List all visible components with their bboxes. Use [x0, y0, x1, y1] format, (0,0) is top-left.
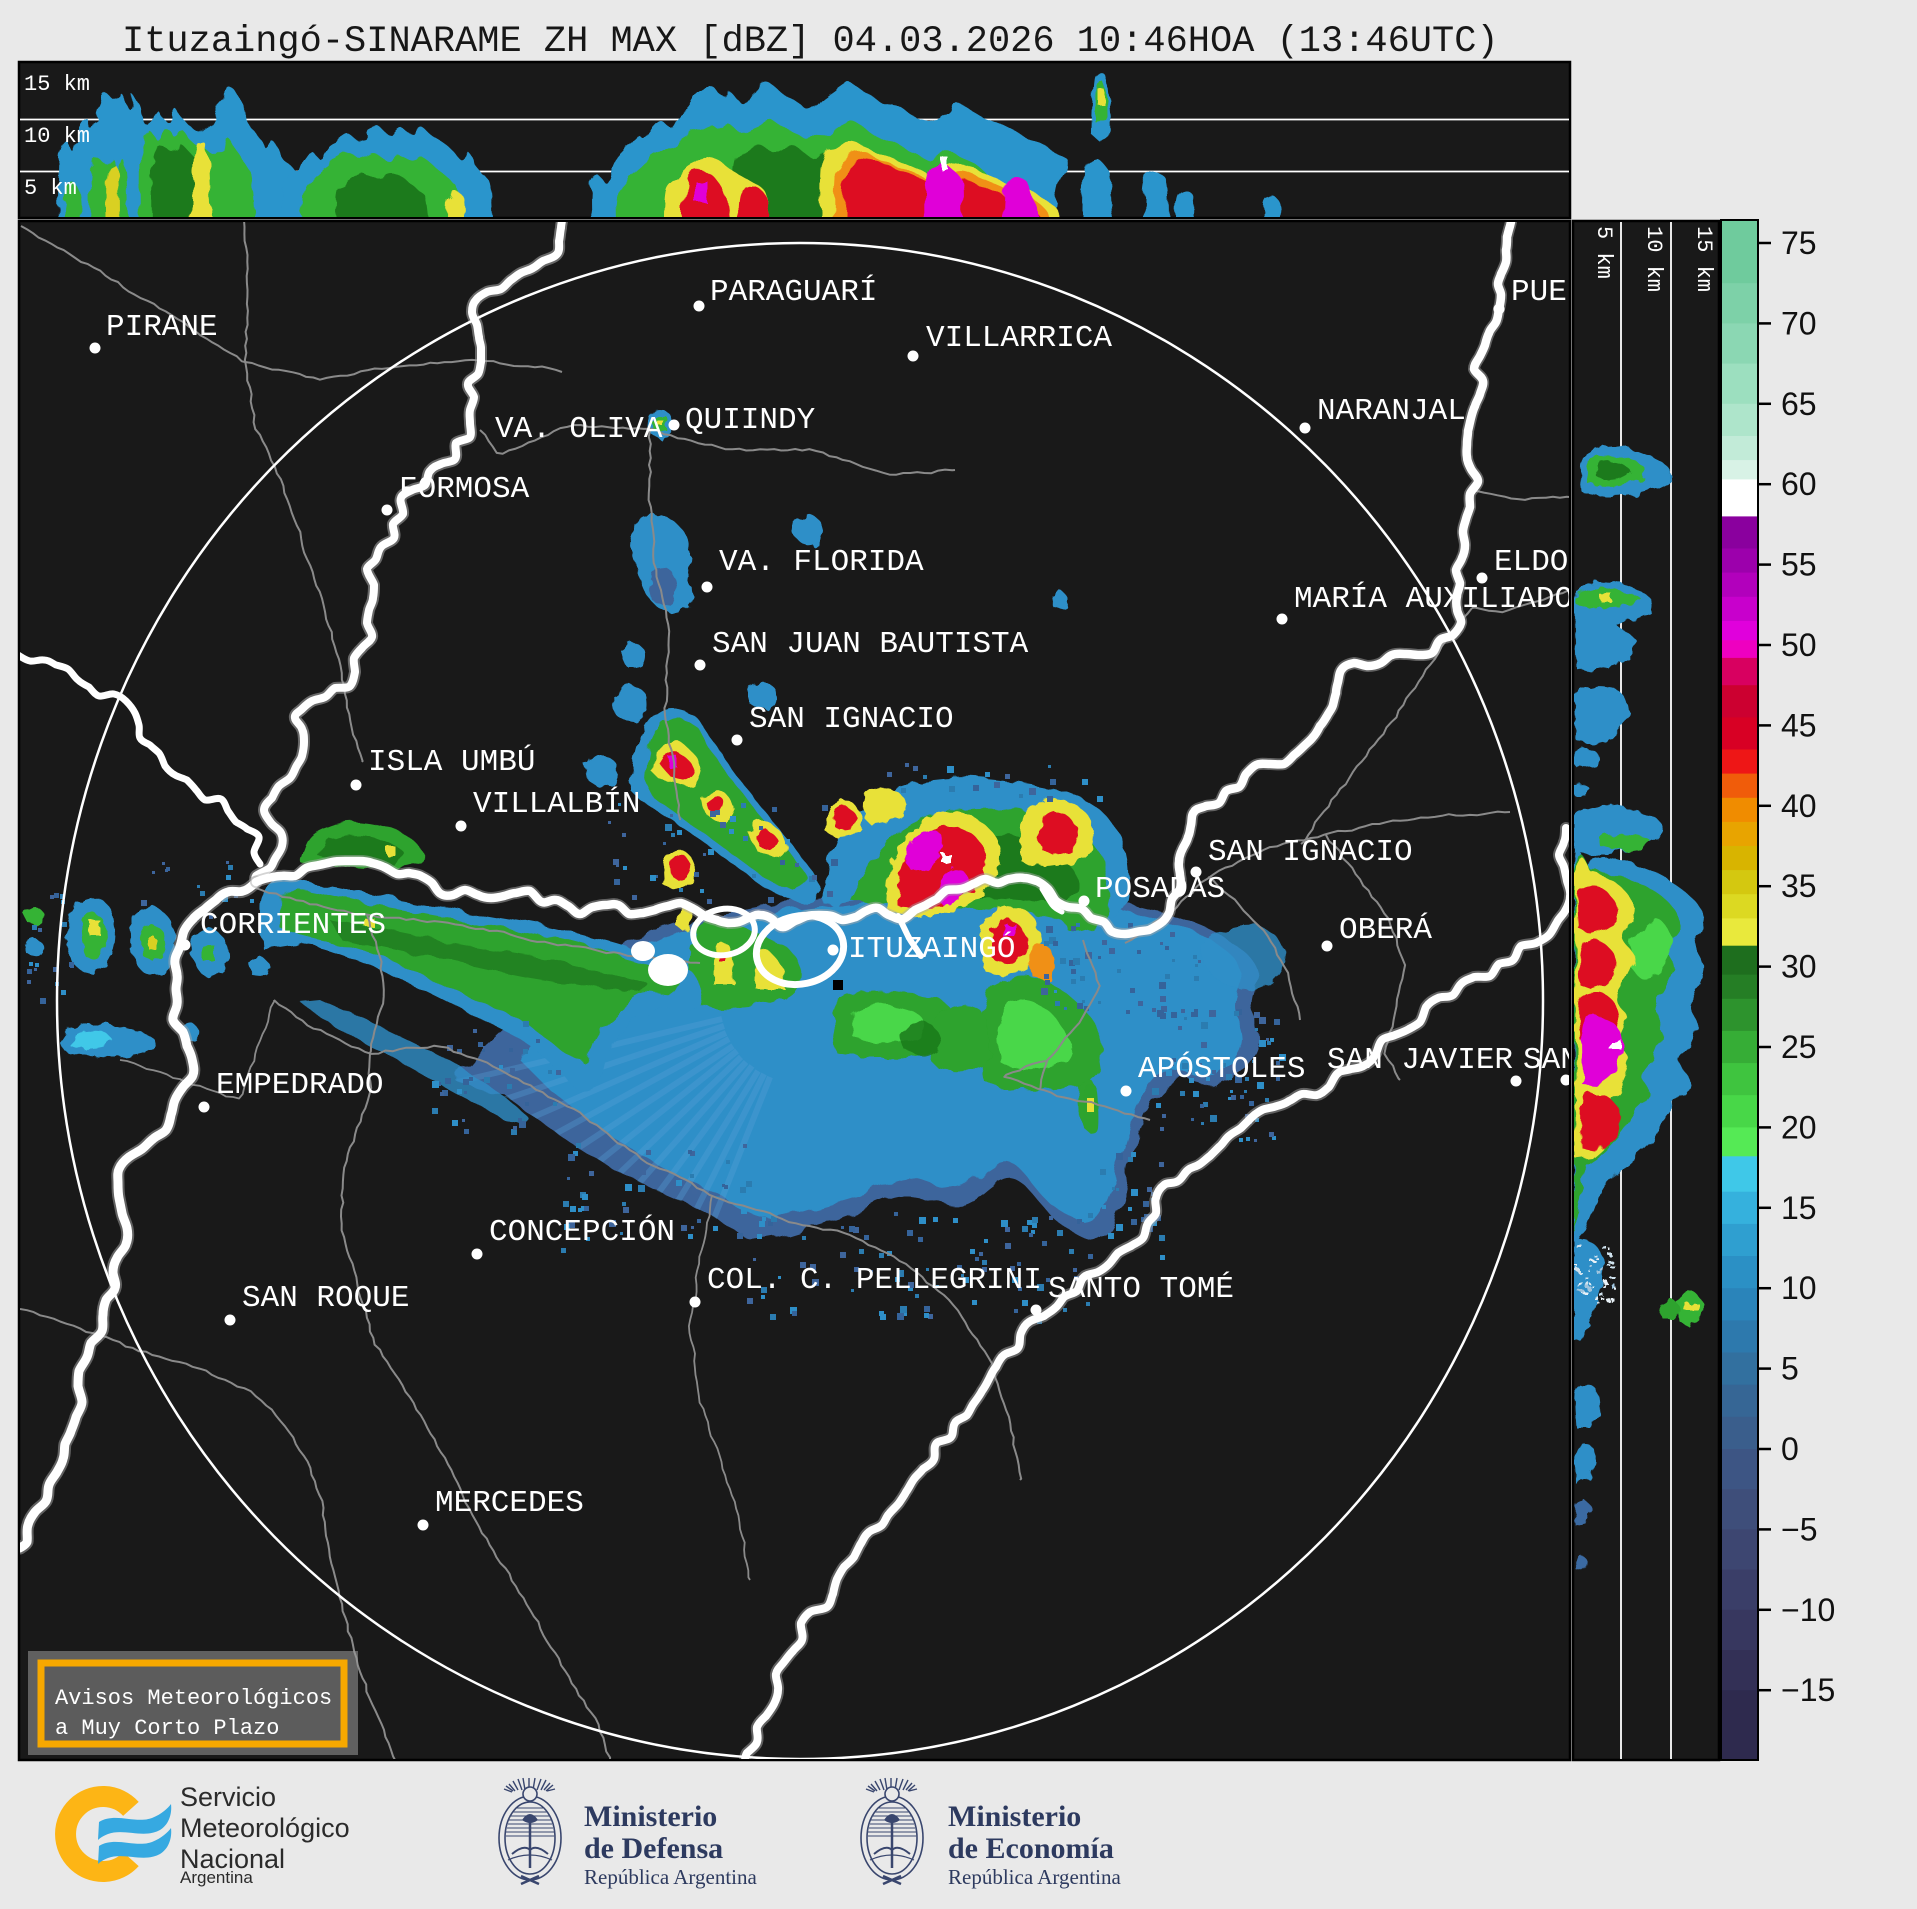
svg-text:30: 30 — [1781, 949, 1817, 985]
svg-text:10: 10 — [1781, 1270, 1817, 1306]
svg-text:15 km: 15 km — [1691, 226, 1716, 292]
svg-text:55: 55 — [1781, 547, 1817, 583]
svg-text:0: 0 — [1781, 1431, 1799, 1467]
svg-text:65: 65 — [1781, 386, 1817, 422]
svg-text:ISLA UMBÚ: ISLA UMBÚ — [368, 743, 535, 780]
svg-text:5 km: 5 km — [24, 176, 77, 201]
svg-text:Nacional: Nacional — [180, 1844, 285, 1874]
svg-text:25: 25 — [1781, 1029, 1817, 1065]
svg-text:CONCEPCIÓN: CONCEPCIÓN — [489, 1213, 675, 1250]
svg-text:Argentina: Argentina — [180, 1868, 253, 1887]
svg-text:VA. OLIVA: VA. OLIVA — [495, 412, 663, 447]
svg-text:CORRIENTES: CORRIENTES — [200, 908, 386, 943]
svg-text:60: 60 — [1781, 466, 1817, 502]
svg-text:APÓSTOLES: APÓSTOLES — [1138, 1050, 1305, 1087]
svg-text:15 km: 15 km — [24, 72, 90, 97]
svg-text:ITUZAINGÓ: ITUZAINGÓ — [848, 930, 1015, 967]
svg-text:de Defensa: de Defensa — [584, 1832, 723, 1865]
svg-text:OBERÁ: OBERÁ — [1339, 911, 1432, 948]
svg-text:SAN JAVIER: SAN JAVIER — [1327, 1043, 1513, 1078]
svg-text:VILLALBÍN: VILLALBÍN — [473, 785, 640, 822]
svg-text:5: 5 — [1781, 1351, 1799, 1387]
svg-text:República Argentina: República Argentina — [584, 1865, 757, 1889]
svg-text:PIRANE: PIRANE — [106, 310, 218, 345]
svg-text:SAN IGNACIO: SAN IGNACIO — [749, 702, 954, 737]
svg-text:−5: −5 — [1781, 1511, 1817, 1547]
svg-text:SAN VICENTE: SAN VICENTE — [1523, 1043, 1728, 1078]
svg-text:SANTO TOMÉ: SANTO TOMÉ — [1048, 1270, 1234, 1307]
svg-text:Servicio: Servicio — [180, 1782, 276, 1812]
svg-text:a Muy Corto Plazo: a Muy Corto Plazo — [55, 1716, 279, 1741]
svg-text:POSADAS: POSADAS — [1095, 872, 1225, 907]
svg-text:75: 75 — [1781, 225, 1817, 261]
svg-text:PARAGUARÍ: PARAGUARÍ — [710, 273, 877, 310]
svg-text:MERCEDES: MERCEDES — [435, 1486, 584, 1521]
svg-text:de Economía: de Economía — [948, 1832, 1114, 1865]
svg-text:MARÍA AUXILIADORA: MARÍA AUXILIADORA — [1294, 580, 1611, 617]
svg-text:SAN ROQUE: SAN ROQUE — [242, 1281, 409, 1316]
svg-text:10 km: 10 km — [24, 124, 90, 149]
svg-text:−10: −10 — [1781, 1592, 1835, 1628]
svg-text:República Argentina: República Argentina — [948, 1865, 1121, 1889]
svg-text:70: 70 — [1781, 305, 1817, 341]
svg-text:Avisos Meteorológicos: Avisos Meteorológicos — [55, 1686, 332, 1711]
svg-text:SAN IGNACIO: SAN IGNACIO — [1208, 835, 1413, 870]
svg-text:5 km: 5 km — [1591, 226, 1616, 279]
svg-text:FORMOSA: FORMOSA — [399, 472, 530, 507]
svg-text:Meteorológico: Meteorológico — [180, 1813, 350, 1843]
svg-text:ELDORADO: ELDORADO — [1494, 545, 1643, 580]
svg-text:VILLARRICA: VILLARRICA — [926, 321, 1112, 356]
svg-text:20: 20 — [1781, 1109, 1817, 1145]
svg-text:Ministerio: Ministerio — [584, 1800, 717, 1833]
svg-text:QUIINDY: QUIINDY — [685, 403, 816, 438]
svg-text:40: 40 — [1781, 788, 1817, 824]
svg-text:SAN JUAN BAUTISTA: SAN JUAN BAUTISTA — [712, 627, 1029, 662]
svg-text:VA. FLORIDA: VA. FLORIDA — [719, 545, 924, 580]
svg-text:15: 15 — [1781, 1190, 1817, 1226]
svg-text:Ministerio: Ministerio — [948, 1800, 1081, 1833]
svg-text:45: 45 — [1781, 707, 1817, 743]
svg-text:NARANJAL: NARANJAL — [1317, 394, 1466, 429]
svg-text:PUERTO RICO: PUERTO RICO — [1511, 275, 1716, 310]
svg-text:EMPEDRADO: EMPEDRADO — [216, 1068, 383, 1103]
svg-text:COL. C. PELLEGRINI: COL. C. PELLEGRINI — [707, 1263, 1042, 1298]
svg-text:−15: −15 — [1781, 1672, 1835, 1708]
svg-text:Ituzaingó-SINARAME ZH MAX [dBZ: Ituzaingó-SINARAME ZH MAX [dBZ] 04.03.20… — [122, 21, 1499, 63]
svg-text:35: 35 — [1781, 868, 1817, 904]
svg-text:50: 50 — [1781, 627, 1817, 663]
svg-text:10 km: 10 km — [1641, 226, 1666, 292]
